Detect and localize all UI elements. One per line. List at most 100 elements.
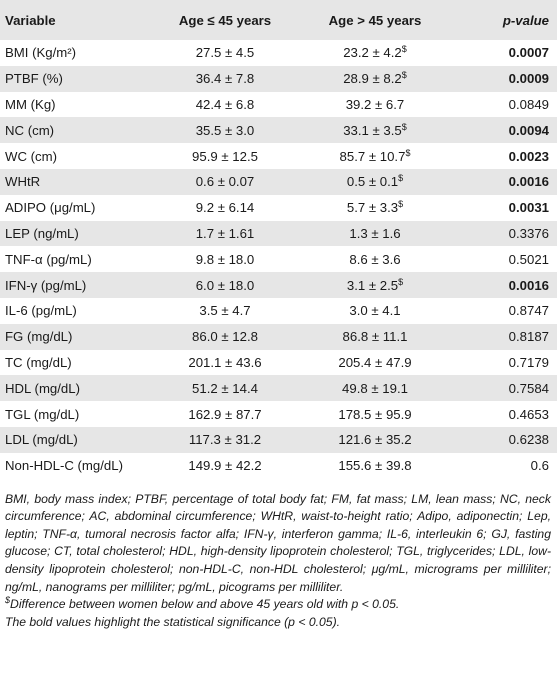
cell-variable: MM (Kg)	[5, 96, 56, 112]
header-p-value: p-value	[502, 12, 549, 28]
cell-age-young: 117.3 ± 31.2	[188, 432, 262, 448]
header-age-young: Age ≤ 45 years	[178, 12, 272, 28]
cell-variable: FG (mg/dL)	[5, 329, 73, 345]
table-row: HDL (mg/dL) 51.2 ± 14.4 49.8 ± 19.1 0.7584	[0, 375, 557, 402]
cell-variable: WC (cm)	[5, 148, 57, 164]
table-header-row: Variable Age ≤ 45 years Age > 45 years p…	[0, 0, 557, 40]
cell-p-value: 0.8187	[508, 329, 549, 345]
cell-p-value: 0.0016	[508, 174, 549, 190]
cell-age-young: 0.6 ± 0.07	[195, 174, 255, 190]
cell-age-old: 86.8 ± 11.1	[300, 324, 450, 350]
header-age-old: Age > 45 years	[328, 12, 422, 28]
cell-variable: NC (cm)	[5, 122, 55, 138]
cell-age-old-value: 85.7 ± 10.7	[339, 148, 406, 164]
cell-age-old: 28.9 ± 8.2$	[300, 66, 450, 92]
cell-p-value: 0.5021	[508, 251, 549, 267]
table-body: BMI (Kg/m²) 27.5 ± 4.5 23.2 ± 4.2$ 0.0007 PT…	[0, 40, 557, 479]
significance-mark: $	[401, 44, 407, 55]
cell-p-value: 0.0009	[508, 71, 549, 87]
cell-age-old-value: 39.2 ± 6.7	[345, 96, 405, 112]
table-row: IL-6 (pg/mL) 3.5 ± 4.7 3.0 ± 4.1 0.8747	[0, 298, 557, 324]
cell-age-old-value: 23.2 ± 4.2	[343, 45, 402, 61]
table-row: WHtR 0.6 ± 0.07 0.5 ± 0.1$ 0.0016	[0, 168, 557, 195]
cell-age-old-value: 86.8 ± 11.1	[342, 329, 408, 345]
header-variable: Variable	[5, 12, 56, 28]
cell-age-old-value: 121.6 ± 35.2	[338, 432, 412, 448]
cell-age-young: 6.0 ± 18.0	[195, 277, 255, 293]
cell-variable: TC (mg/dL)	[5, 354, 72, 370]
cell-age-old-value: 178.5 ± 95.9	[338, 406, 412, 422]
cell-p-value: 0.0023	[508, 148, 549, 164]
cell-age-old: 39.2 ± 6.7	[300, 92, 450, 118]
cell-age-old: 155.6 ± 39.8	[300, 453, 450, 479]
cell-age-young: 9.8 ± 18.0	[195, 251, 255, 267]
cell-age-old: 5.7 ± 3.3$	[300, 195, 450, 221]
cell-age-young: 42.4 ± 6.8	[195, 96, 255, 112]
cell-age-young: 36.4 ± 7.8	[195, 71, 255, 87]
cell-age-young: 1.7 ± 1.61	[195, 225, 255, 241]
significance-mark: $	[398, 276, 404, 287]
table-row: ADIPO (μg/mL) 9.2 ± 6.14 5.7 ± 3.3$ 0.0031	[0, 195, 557, 221]
cell-variable: IFN-γ (pg/mL)	[5, 277, 87, 293]
cell-age-young: 35.5 ± 3.0	[195, 122, 255, 138]
cell-p-value: 0.0016	[508, 277, 549, 293]
significance-mark: $	[398, 199, 404, 210]
cell-age-old-value: 205.4 ± 47.9	[338, 354, 412, 370]
table-row: IFN-γ (pg/mL) 6.0 ± 18.0 3.1 ± 2.5$ 0.0016	[0, 272, 557, 298]
cell-variable: PTBF (%)	[5, 71, 63, 87]
cell-p-value: 0.0849	[508, 96, 549, 112]
cell-age-young: 27.5 ± 4.5	[195, 45, 255, 61]
cell-age-young: 86.0 ± 12.8	[192, 329, 258, 345]
difference-note-text: Difference between women below and above…	[10, 597, 400, 612]
table-row: Non-HDL-C (mg/dL) 149.9 ± 42.2 155.6 ± 39.…	[0, 453, 557, 479]
cell-variable: BMI (Kg/m²)	[5, 45, 77, 61]
cell-age-old: 85.7 ± 10.7$	[300, 143, 450, 169]
cell-p-value: 0.0031	[508, 200, 549, 216]
cell-p-value: 0.6	[530, 458, 549, 474]
cell-variable: TGL (mg/dL)	[5, 406, 80, 422]
table-row: NC (cm) 35.5 ± 3.0 33.1 ± 3.5$ 0.0094	[0, 117, 557, 144]
cell-variable: TNF-α (pg/mL)	[5, 251, 92, 267]
cell-p-value: 0.3376	[508, 225, 549, 241]
cell-p-value: 0.7179	[508, 354, 549, 370]
significance-mark: $	[401, 70, 407, 81]
cell-age-old-value: 3.0 ± 4.1	[349, 303, 401, 319]
cell-p-value: 0.0094	[508, 122, 549, 138]
abbreviations-note: BMI, body mass index; PTBF, percentage o…	[5, 491, 551, 594]
cell-age-old: 3.0 ± 4.1	[300, 298, 450, 324]
cell-variable: Non-HDL-C (mg/dL)	[5, 458, 123, 474]
cell-age-young: 201.1 ± 43.6	[188, 354, 262, 370]
cell-age-old-value: 5.7 ± 3.3	[346, 200, 399, 216]
cell-variable: IL-6 (pg/mL)	[5, 303, 77, 319]
table-row: BMI (Kg/m²) 27.5 ± 4.5 23.2 ± 4.2$ 0.0007	[0, 40, 557, 66]
cell-variable: LEP (ng/mL)	[5, 225, 79, 241]
cell-age-young: 9.2 ± 6.14	[195, 200, 255, 216]
cell-age-young: 95.9 ± 12.5	[192, 148, 258, 164]
cell-p-value: 0.0007	[508, 45, 549, 61]
difference-note: $Difference between women below and abov…	[5, 596, 551, 614]
cell-p-value: 0.7584	[508, 380, 549, 396]
cell-p-value: 0.6238	[508, 432, 549, 448]
cell-age-old: 121.6 ± 35.2	[300, 427, 450, 453]
cell-variable: ADIPO (μg/mL)	[5, 200, 96, 216]
table-row: FG (mg/dL) 86.0 ± 12.8 86.8 ± 11.1 0.8187	[0, 323, 557, 350]
cell-age-old: 3.1 ± 2.5$	[300, 272, 450, 298]
cell-age-old-value: 49.8 ± 19.1	[342, 380, 408, 396]
results-table: Variable Age ≤ 45 years Age > 45 years p…	[0, 0, 557, 479]
cell-age-young: 149.9 ± 42.2	[188, 458, 262, 474]
cell-age-young: 3.5 ± 4.7	[199, 303, 251, 319]
table-row: TGL (mg/dL) 162.9 ± 87.7 178.5 ± 95.9 0.465…	[0, 401, 557, 427]
cell-variable: HDL (mg/dL)	[5, 380, 80, 396]
table-footnotes: BMI, body mass index; PTBF, percentage o…	[0, 479, 557, 632]
cell-age-old-value: 28.9 ± 8.2	[343, 71, 402, 87]
cell-age-young: 51.2 ± 14.4	[192, 380, 258, 396]
cell-age-old: 178.5 ± 95.9	[300, 401, 450, 427]
cell-age-old: 49.8 ± 19.1	[300, 375, 450, 401]
table-row: TC (mg/dL) 201.1 ± 43.6 205.4 ± 47.9 0.7179	[0, 350, 557, 376]
cell-age-old-value: 1.3 ± 1.6	[349, 225, 401, 241]
table-row: LEP (ng/mL) 1.7 ± 1.61 1.3 ± 1.6 0.3376	[0, 220, 557, 247]
dollar-mark: $	[5, 595, 11, 606]
significance-mark: $	[405, 147, 411, 158]
cell-variable: LDL (mg/dL)	[5, 432, 78, 448]
